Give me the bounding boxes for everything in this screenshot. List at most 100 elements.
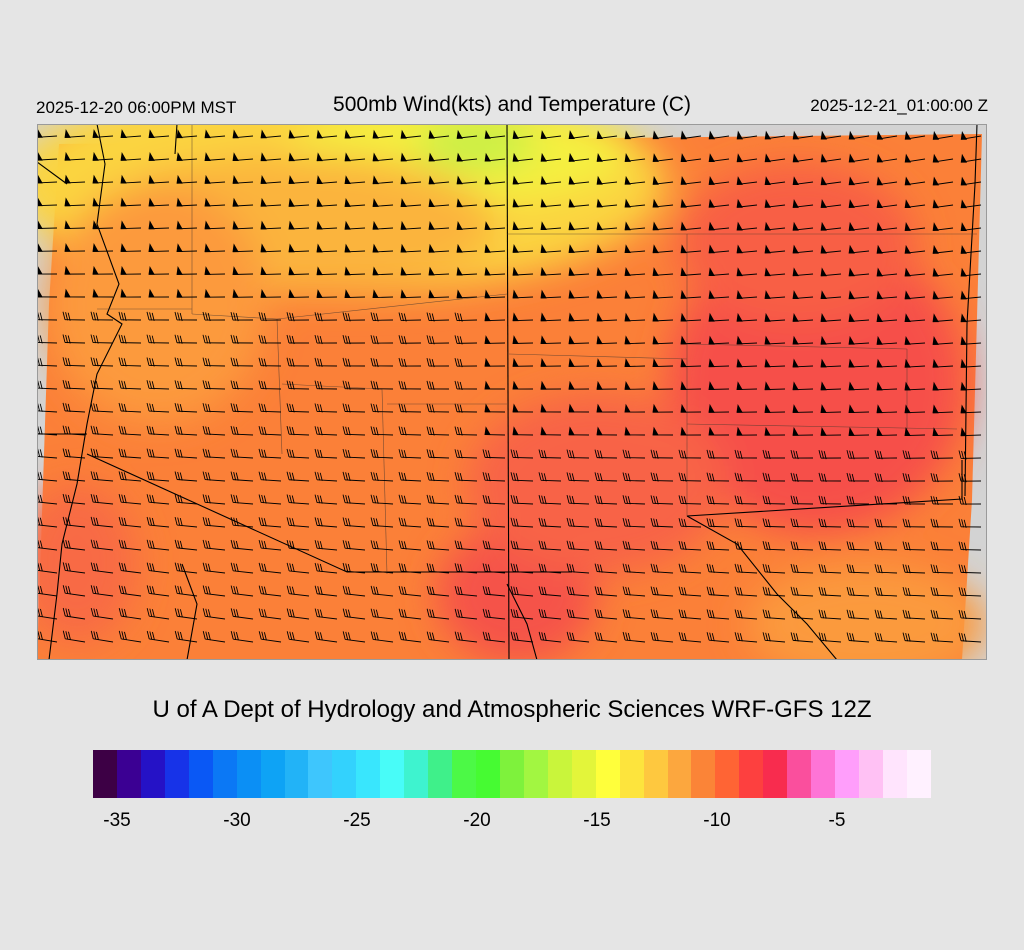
wind-barb-flag bbox=[543, 473, 547, 482]
wind-barb bbox=[316, 410, 338, 413]
wind-barb-pennant bbox=[960, 336, 967, 345]
wind-barb-flag bbox=[347, 427, 351, 436]
wind-barb bbox=[624, 480, 646, 482]
wind-barb bbox=[204, 410, 226, 413]
wind-barb-flag bbox=[258, 425, 262, 435]
wind-barb-flag bbox=[347, 449, 351, 459]
wind-barb-flag bbox=[767, 542, 771, 551]
wind-barb-flag bbox=[233, 335, 237, 344]
wind-barb-flag bbox=[429, 381, 433, 390]
wind-barb-flag bbox=[347, 563, 351, 573]
wind-barb-pennant bbox=[64, 151, 71, 161]
wind-barb-pennant bbox=[960, 358, 967, 368]
wind-barb-flag bbox=[734, 472, 738, 481]
wind-barb-flag bbox=[879, 587, 883, 597]
wind-barb-pennant bbox=[484, 175, 491, 185]
wind-barb-flag bbox=[963, 519, 967, 528]
wind-barb-flag bbox=[174, 334, 178, 343]
wind-barb-pennant bbox=[708, 403, 715, 413]
wind-barb-pennant bbox=[148, 288, 155, 298]
wind-barb-flag bbox=[650, 495, 654, 504]
wind-barb-flag bbox=[90, 380, 94, 389]
wind-barb-flag bbox=[347, 632, 351, 641]
wind-barb-flag bbox=[233, 563, 237, 572]
wind-barb-pennant bbox=[568, 130, 575, 139]
wind-barb-flag bbox=[683, 564, 687, 573]
wind-barb-flag bbox=[179, 472, 183, 481]
wind-barb-flag bbox=[482, 449, 486, 458]
wind-barb-flag bbox=[289, 472, 293, 481]
wind-barb-flag bbox=[291, 586, 295, 595]
wind-barb-flag bbox=[849, 632, 853, 642]
wind-barb-pennant bbox=[484, 198, 491, 208]
wind-barb-flag bbox=[627, 518, 631, 528]
wind-barb-flag bbox=[431, 518, 435, 527]
wind-barb-flag bbox=[823, 564, 827, 574]
wind-barb-flag bbox=[258, 403, 262, 412]
colorbar-swatch bbox=[93, 750, 117, 798]
colorbar-swatch bbox=[476, 750, 500, 798]
wind-barb-pennant bbox=[484, 403, 491, 413]
wind-barb bbox=[625, 548, 646, 551]
wind-barb-flag bbox=[347, 518, 351, 527]
wind-barb-flag bbox=[678, 609, 682, 618]
wind-barb-flag bbox=[655, 610, 659, 619]
wind-barb-flag bbox=[286, 380, 290, 389]
colorbar-swatch bbox=[404, 750, 429, 798]
wind-barb-flag bbox=[793, 496, 797, 505]
wind-barb-pennant bbox=[232, 129, 239, 139]
wind-barb-pennant bbox=[652, 403, 659, 413]
wind-barb bbox=[457, 639, 478, 643]
wind-barb-flag bbox=[510, 540, 514, 549]
wind-barb-flag bbox=[177, 426, 181, 435]
wind-barb-flag bbox=[263, 449, 267, 458]
wind-barb-flag bbox=[543, 564, 547, 573]
wind-barb-flag bbox=[571, 473, 575, 482]
wind-barb-flag bbox=[454, 540, 458, 549]
wind-barb-pennant bbox=[652, 153, 659, 162]
wind-barb-flag bbox=[286, 334, 290, 344]
wind-barb-pennant bbox=[932, 176, 939, 186]
colorbar-swatch bbox=[499, 750, 524, 798]
wind-barb-flag bbox=[314, 448, 318, 458]
wind-barb-flag bbox=[907, 633, 911, 642]
wind-barb-flag bbox=[174, 471, 178, 480]
wind-barb-flag bbox=[317, 358, 321, 367]
wind-barb-pennant bbox=[876, 335, 883, 345]
wind-barb-flag bbox=[286, 631, 290, 640]
wind-barb-flag bbox=[202, 608, 206, 617]
wind-barb-pennant bbox=[344, 220, 351, 230]
wind-barb bbox=[317, 479, 338, 482]
wind-barb-flag bbox=[823, 473, 827, 483]
wind-barb-flag bbox=[543, 518, 547, 527]
wind-barb-pennant bbox=[652, 381, 659, 390]
wind-barb bbox=[37, 592, 58, 597]
wind-barb-flag bbox=[571, 564, 575, 573]
wind-barb-pennant bbox=[204, 266, 211, 275]
wind-barb-flag bbox=[879, 451, 883, 460]
wind-barb-flag bbox=[118, 494, 122, 503]
wind-barb bbox=[848, 548, 870, 551]
wind-barb-flag bbox=[907, 587, 911, 597]
wind-barb-pennant bbox=[568, 289, 575, 299]
wind-barb-flag bbox=[711, 610, 715, 619]
wind-barb-flag bbox=[93, 517, 97, 526]
wind-barb-flag bbox=[258, 562, 262, 571]
wind-barb-flag bbox=[930, 450, 934, 459]
wind-barb-flag bbox=[230, 608, 234, 617]
wind-barb bbox=[821, 617, 842, 620]
wind-barb-flag bbox=[846, 564, 850, 573]
wind-barb-flag bbox=[179, 335, 183, 344]
wind-barb-flag bbox=[597, 495, 601, 504]
wind-barb-pennant bbox=[540, 266, 547, 276]
wind-barb-pennant bbox=[64, 288, 71, 298]
wind-barb-flag bbox=[793, 632, 797, 641]
wind-barb bbox=[457, 548, 478, 551]
wind-barb-flag bbox=[179, 381, 183, 390]
wind-barb-pennant bbox=[820, 290, 827, 300]
wind-barb-flag bbox=[375, 358, 379, 368]
wind-barb-flag bbox=[93, 312, 97, 321]
wind-barb-flag bbox=[179, 358, 183, 367]
wind-barb-flag bbox=[286, 585, 290, 594]
wind-barb-flag bbox=[958, 564, 962, 573]
